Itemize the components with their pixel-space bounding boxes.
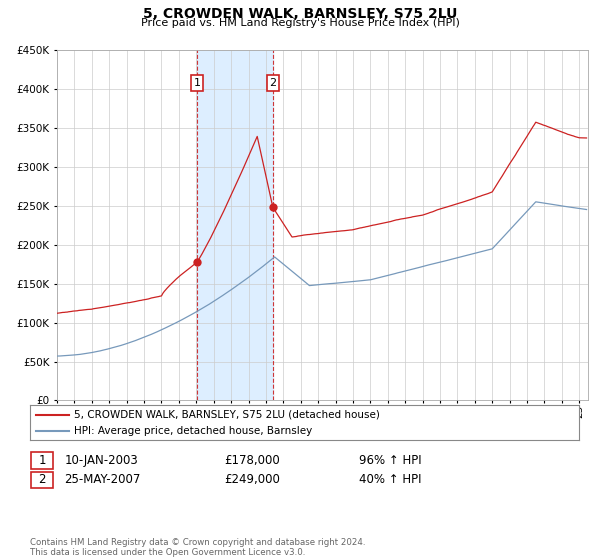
Text: 2: 2 (38, 473, 46, 487)
Text: Contains HM Land Registry data © Crown copyright and database right 2024.
This d: Contains HM Land Registry data © Crown c… (30, 538, 365, 557)
Text: 2: 2 (269, 78, 277, 88)
Text: 25-MAY-2007: 25-MAY-2007 (64, 473, 140, 487)
Text: Price paid vs. HM Land Registry's House Price Index (HPI): Price paid vs. HM Land Registry's House … (140, 18, 460, 28)
Bar (197, 50, 273, 400)
Text: 1: 1 (193, 78, 200, 88)
Text: £249,000: £249,000 (224, 473, 280, 487)
Text: 40% ↑ HPI: 40% ↑ HPI (359, 473, 421, 487)
Text: 96% ↑ HPI: 96% ↑ HPI (359, 454, 421, 467)
Text: 10-JAN-2003: 10-JAN-2003 (65, 454, 139, 467)
Text: 5, CROWDEN WALK, BARNSLEY, S75 2LU (detached house): 5, CROWDEN WALK, BARNSLEY, S75 2LU (deta… (74, 409, 380, 419)
Text: £178,000: £178,000 (224, 454, 280, 467)
Text: HPI: Average price, detached house, Barnsley: HPI: Average price, detached house, Barn… (74, 426, 312, 436)
Text: 1: 1 (38, 454, 46, 467)
Text: 5, CROWDEN WALK, BARNSLEY, S75 2LU: 5, CROWDEN WALK, BARNSLEY, S75 2LU (143, 7, 457, 21)
